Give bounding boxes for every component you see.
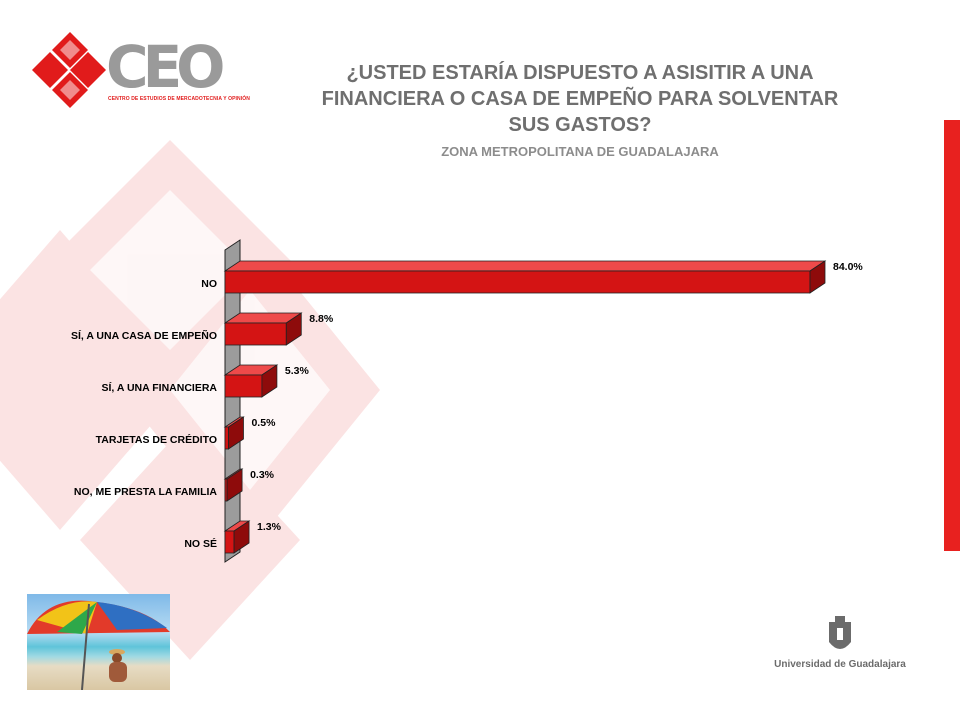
bar-top [223,260,827,272]
bar [223,520,251,554]
bg-diamond [0,230,190,530]
bar-chart: NO SÍ, A UNA CASA DE EMPEÑO SÍ, A UNA FINA… [71,239,863,563]
bar [223,312,303,346]
bg-diamond-inner [90,190,250,350]
logo-tagline: CENTRO DE ESTUDIOS DE MERCADOTECNIA Y OP… [108,96,250,102]
logo-word: CEO [106,33,225,101]
category-label: TARJETAS DE CRÉDITO [96,433,217,446]
beach-photo [27,594,170,690]
bar-side [285,312,302,346]
category-label: NO SÉ [184,537,217,550]
value-label: 84.0% [833,261,863,273]
bar-side [261,364,278,398]
bar-side [809,260,826,294]
accent-stripe [944,120,960,551]
bar-front [224,426,229,450]
university-logo: Universidad de Guadalajara [770,612,910,672]
bar-side [233,520,250,554]
value-label: 0.5% [251,417,276,429]
chart-title: ¿USTED ESTARÍA DISPUESTO A ASISITIR A UN… [321,62,839,136]
bars [223,260,827,554]
university-crest-icon [829,616,851,649]
ceo-logo: CEO CENTRO DE ESTUDIOS DE MERCADOTECNIA … [30,30,250,110]
value-label: 5.3% [285,365,310,377]
bar [223,364,279,398]
category-label: NO [201,278,217,290]
bar [223,416,245,450]
value-label: 8.8% [309,313,334,325]
value-label: 0.3% [250,469,275,481]
university-name: Universidad de Guadalajara [774,659,906,670]
category-label: NO, ME PRESTA LA FAMILIA [74,486,218,498]
logo-diamonds-icon [32,32,106,108]
bar-front [224,322,287,346]
beach-umbrella-image [27,600,170,690]
bar-front [224,270,811,294]
category-label: SÍ, A UNA CASA DE EMPEÑO [71,329,217,342]
bar [223,468,244,502]
category-labels: NO SÍ, A UNA CASA DE EMPEÑO SÍ, A UNA FINA… [71,278,217,550]
value-label: 1.3% [257,521,282,533]
bar-side [228,416,244,450]
bar [223,260,827,294]
bar-front [224,530,235,554]
bar-front [224,374,263,398]
chart-subtitle: ZONA METROPOLITANA DE GUADALAJARA [441,144,719,159]
category-label: SÍ, A UNA FINANCIERA [102,381,218,394]
bar-side [226,468,243,502]
value-labels: 84.0% 8.8% 5.3% 0.5% 0.3% 1.3% [250,261,863,533]
